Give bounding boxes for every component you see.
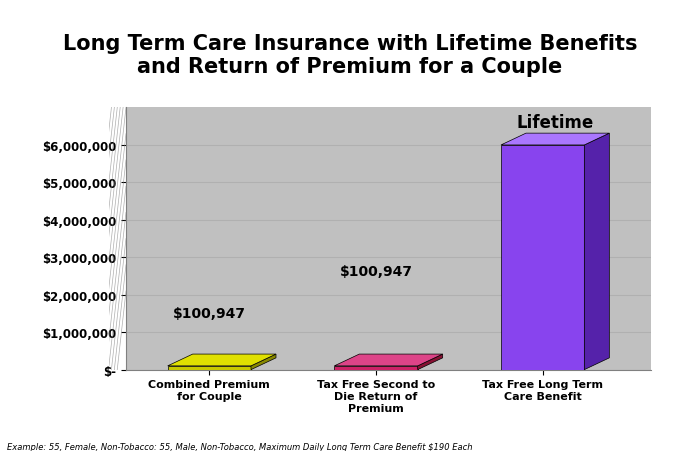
Polygon shape bbox=[168, 366, 251, 370]
Polygon shape bbox=[335, 354, 442, 366]
Polygon shape bbox=[501, 146, 584, 370]
Polygon shape bbox=[501, 134, 609, 146]
Polygon shape bbox=[168, 354, 276, 366]
Polygon shape bbox=[418, 354, 442, 370]
Polygon shape bbox=[584, 134, 609, 370]
Text: $100,947: $100,947 bbox=[173, 306, 246, 320]
Text: Lifetime: Lifetime bbox=[517, 113, 594, 131]
Text: $100,947: $100,947 bbox=[340, 264, 412, 278]
Polygon shape bbox=[335, 366, 418, 370]
Text: Long Term Care Insurance with Lifetime Benefits
and Return of Premium for a Coup: Long Term Care Insurance with Lifetime B… bbox=[63, 33, 637, 77]
Polygon shape bbox=[251, 354, 276, 370]
Text: Example: 55, Female, Non-Tobacco: 55, Male, Non-Tobacco, Maximum Daily Long Term: Example: 55, Female, Non-Tobacco: 55, Ma… bbox=[7, 442, 472, 451]
